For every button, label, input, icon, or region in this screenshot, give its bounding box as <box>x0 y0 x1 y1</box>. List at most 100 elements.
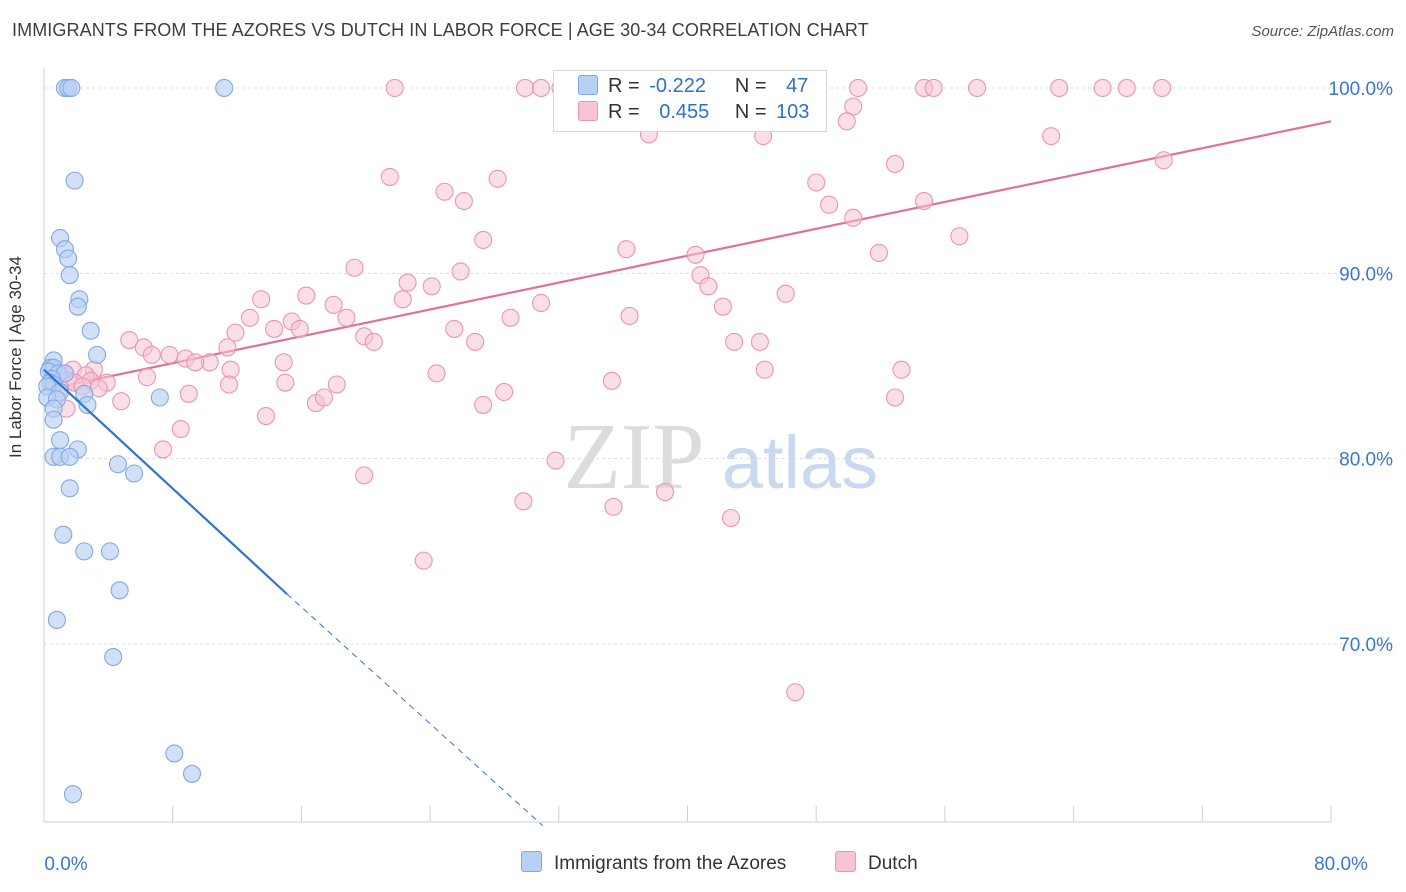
dutch-legend-label: Dutch <box>868 853 918 874</box>
azores-swatch <box>578 75 598 95</box>
dutch-point <box>466 332 485 351</box>
dutch-point <box>1093 78 1112 98</box>
azores-point <box>104 647 123 667</box>
dutch-point <box>327 375 346 394</box>
dutch-point <box>290 319 309 338</box>
dutch-point <box>620 306 639 326</box>
azores-point <box>54 525 73 544</box>
dutch-point <box>848 78 868 98</box>
stats-legend: R = -0.222 N = 47 R = 0.455 N = 103 <box>553 70 827 132</box>
dutch-point <box>179 384 198 403</box>
dutch-point <box>604 497 623 516</box>
dutch-point <box>451 262 470 281</box>
dutch-point <box>120 330 139 350</box>
azores-point <box>108 455 128 474</box>
dutch-point <box>364 332 383 351</box>
dutch-point <box>501 308 520 327</box>
x-tick-label: 0.0% <box>44 854 87 875</box>
dutch-n-value: 103 <box>776 101 810 123</box>
dutch-point <box>869 243 888 262</box>
azores-point <box>59 249 78 268</box>
dutch-point <box>721 508 740 528</box>
azores-point <box>75 542 94 561</box>
azores-point <box>110 581 129 600</box>
dutch-point <box>474 230 493 250</box>
dutch-point <box>514 492 533 511</box>
dutch-point <box>885 154 905 174</box>
dutch-point <box>274 353 293 372</box>
azores-point <box>60 266 79 285</box>
azores-point <box>78 395 97 414</box>
series-legend: Immigrants from the Azores Dutch <box>0 851 1406 879</box>
dutch-point <box>532 293 551 313</box>
azores-point <box>125 464 144 483</box>
source-label: Source: ZipAtlas.com <box>1251 23 1394 40</box>
azores-point <box>47 610 66 630</box>
azores-point <box>215 78 234 98</box>
dutch-point <box>617 240 636 259</box>
r-label: R = <box>608 75 640 97</box>
dutch-point <box>337 308 356 327</box>
dutch-point <box>454 191 473 211</box>
dutch-point <box>515 78 535 98</box>
dutch-point <box>699 277 718 296</box>
dutch-point <box>1117 78 1136 98</box>
azores-point <box>68 297 87 316</box>
dutch-point <box>314 388 333 407</box>
dutch-point <box>786 683 805 702</box>
azores-point <box>65 171 84 190</box>
legend-item-azores[interactable]: Immigrants from the Azores <box>521 851 786 875</box>
dutch-point <box>422 277 441 296</box>
watermark-zip: ZIP <box>564 405 705 509</box>
dutch-point <box>820 195 839 214</box>
dutch-point <box>474 395 493 414</box>
dutch-point <box>1042 127 1061 146</box>
azores-legend-swatch <box>521 851 542 872</box>
dutch-point <box>924 78 943 98</box>
dutch-point <box>380 167 399 186</box>
azores-point <box>51 431 70 450</box>
dutch-point <box>276 373 295 392</box>
y-axis-label: In Labor Force | Age 30-34 <box>6 256 25 458</box>
dutch-point <box>844 208 863 227</box>
n-label: N = <box>734 101 767 123</box>
dutch-point <box>219 375 239 394</box>
dutch-point <box>837 112 856 131</box>
azores-point <box>44 410 63 429</box>
dutch-point <box>532 78 551 98</box>
dutch-point <box>324 295 343 314</box>
y-tick-label: 80.0% <box>1339 450 1393 471</box>
dutch-point <box>950 227 969 246</box>
dutch-point <box>186 353 205 372</box>
dutch-point <box>112 392 131 411</box>
azores-point <box>88 345 107 364</box>
dutch-point <box>1050 78 1069 98</box>
r-label: R = <box>608 101 640 123</box>
dutch-point <box>435 182 454 201</box>
dutch-swatch <box>578 101 598 121</box>
legend-item-dutch[interactable]: Dutch <box>835 851 918 875</box>
dutch-point <box>252 290 271 309</box>
dutch-point <box>240 308 259 327</box>
azores-point <box>150 388 169 407</box>
dutch-r-value: 0.455 <box>659 101 710 123</box>
y-tick-label: 100.0% <box>1329 79 1394 100</box>
axes <box>43 68 1332 823</box>
dutch-point <box>807 173 826 192</box>
azores-point <box>63 785 83 804</box>
dutch-point <box>713 297 732 316</box>
azores-point <box>165 744 184 763</box>
dutch-point <box>968 78 987 98</box>
dutch-point <box>686 245 705 264</box>
dutch-point <box>750 332 769 351</box>
dutch-point <box>218 338 237 357</box>
dutch-points <box>51 78 1173 702</box>
dutch-point <box>725 332 744 351</box>
dutch-point <box>398 273 417 292</box>
azores-point <box>62 78 81 98</box>
dutch-point <box>265 319 284 338</box>
stats-row-dutch: R = 0.455 N = 103 <box>578 101 809 127</box>
azores-point <box>60 447 79 466</box>
azores-r-value: -0.222 <box>649 75 706 97</box>
azores-legend-label: Immigrants from the Azores <box>554 853 787 874</box>
